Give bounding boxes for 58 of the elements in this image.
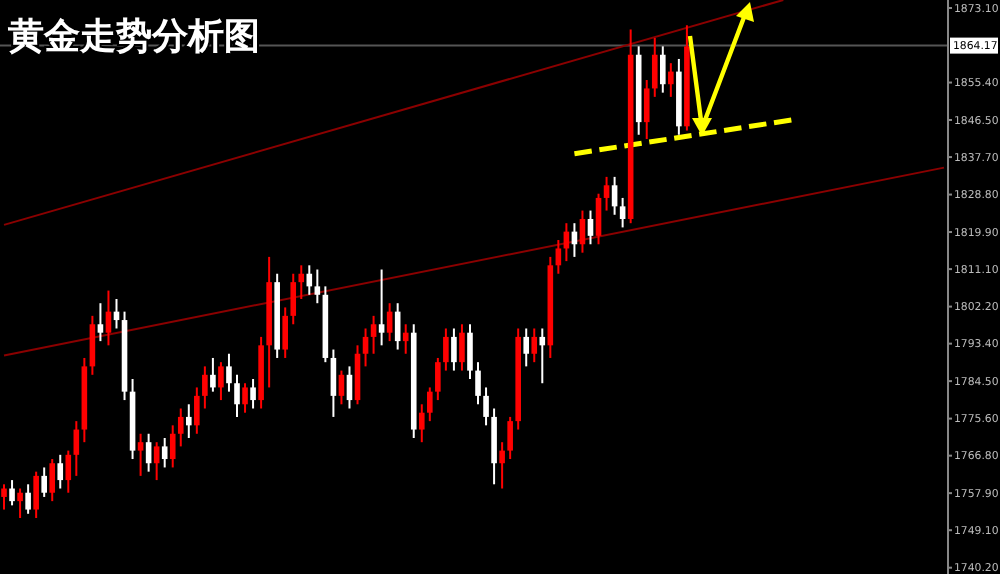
candlestick (169, 424, 176, 469)
candlestick (523, 327, 530, 368)
candlestick (483, 386, 489, 427)
candlestick (370, 314, 377, 355)
candlestick (234, 373, 240, 418)
candlestick (603, 175, 610, 212)
candlestick (161, 436, 168, 469)
candlestick (643, 79, 650, 140)
candlestick (595, 192, 602, 246)
candlestick (33, 470, 39, 519)
candlestick (226, 352, 232, 393)
candlestick (17, 487, 23, 519)
candlestick (202, 365, 208, 410)
candlestick (362, 327, 369, 368)
candlestick (619, 196, 626, 229)
candlestick (660, 45, 666, 94)
candlestick (1, 483, 7, 511)
candlestick (467, 323, 473, 381)
candlestick (9, 479, 15, 507)
candlestick (137, 432, 144, 477)
candlestick (475, 361, 481, 406)
candlestick (418, 403, 425, 444)
candlestick (531, 327, 538, 364)
candlestick (451, 327, 457, 372)
candlestick (298, 264, 305, 300)
candlestick (539, 327, 546, 385)
candlestick (402, 323, 409, 355)
candlestick (314, 268, 321, 305)
candlestick (651, 36, 658, 98)
candlestick (65, 449, 72, 494)
candlestick (250, 378, 256, 410)
candlestick (491, 407, 497, 486)
candlestick (507, 415, 513, 461)
candlestick (177, 407, 184, 448)
text: 黄金走势分析图 (6, 16, 260, 58)
candlestick (587, 209, 594, 246)
candlestick (555, 239, 562, 275)
candlestick (186, 403, 192, 439)
candlestick (290, 272, 297, 326)
candlestick (282, 306, 288, 359)
candlestick (194, 386, 200, 435)
candlestick (97, 302, 104, 343)
candlestick (499, 441, 505, 490)
candlestick (49, 458, 56, 503)
candlestick (378, 268, 385, 347)
candlestick (25, 483, 31, 515)
candlestick (330, 348, 337, 418)
candlestick (57, 453, 64, 490)
candlestick (242, 382, 248, 414)
candlestick (668, 62, 674, 98)
candlestick (218, 361, 224, 402)
candlestick (443, 327, 449, 372)
candlestick (41, 466, 47, 498)
candlestick (427, 386, 433, 423)
candlestick (435, 356, 441, 402)
candlestick (153, 441, 160, 482)
candlestick (210, 356, 216, 393)
candlestick (459, 323, 465, 372)
